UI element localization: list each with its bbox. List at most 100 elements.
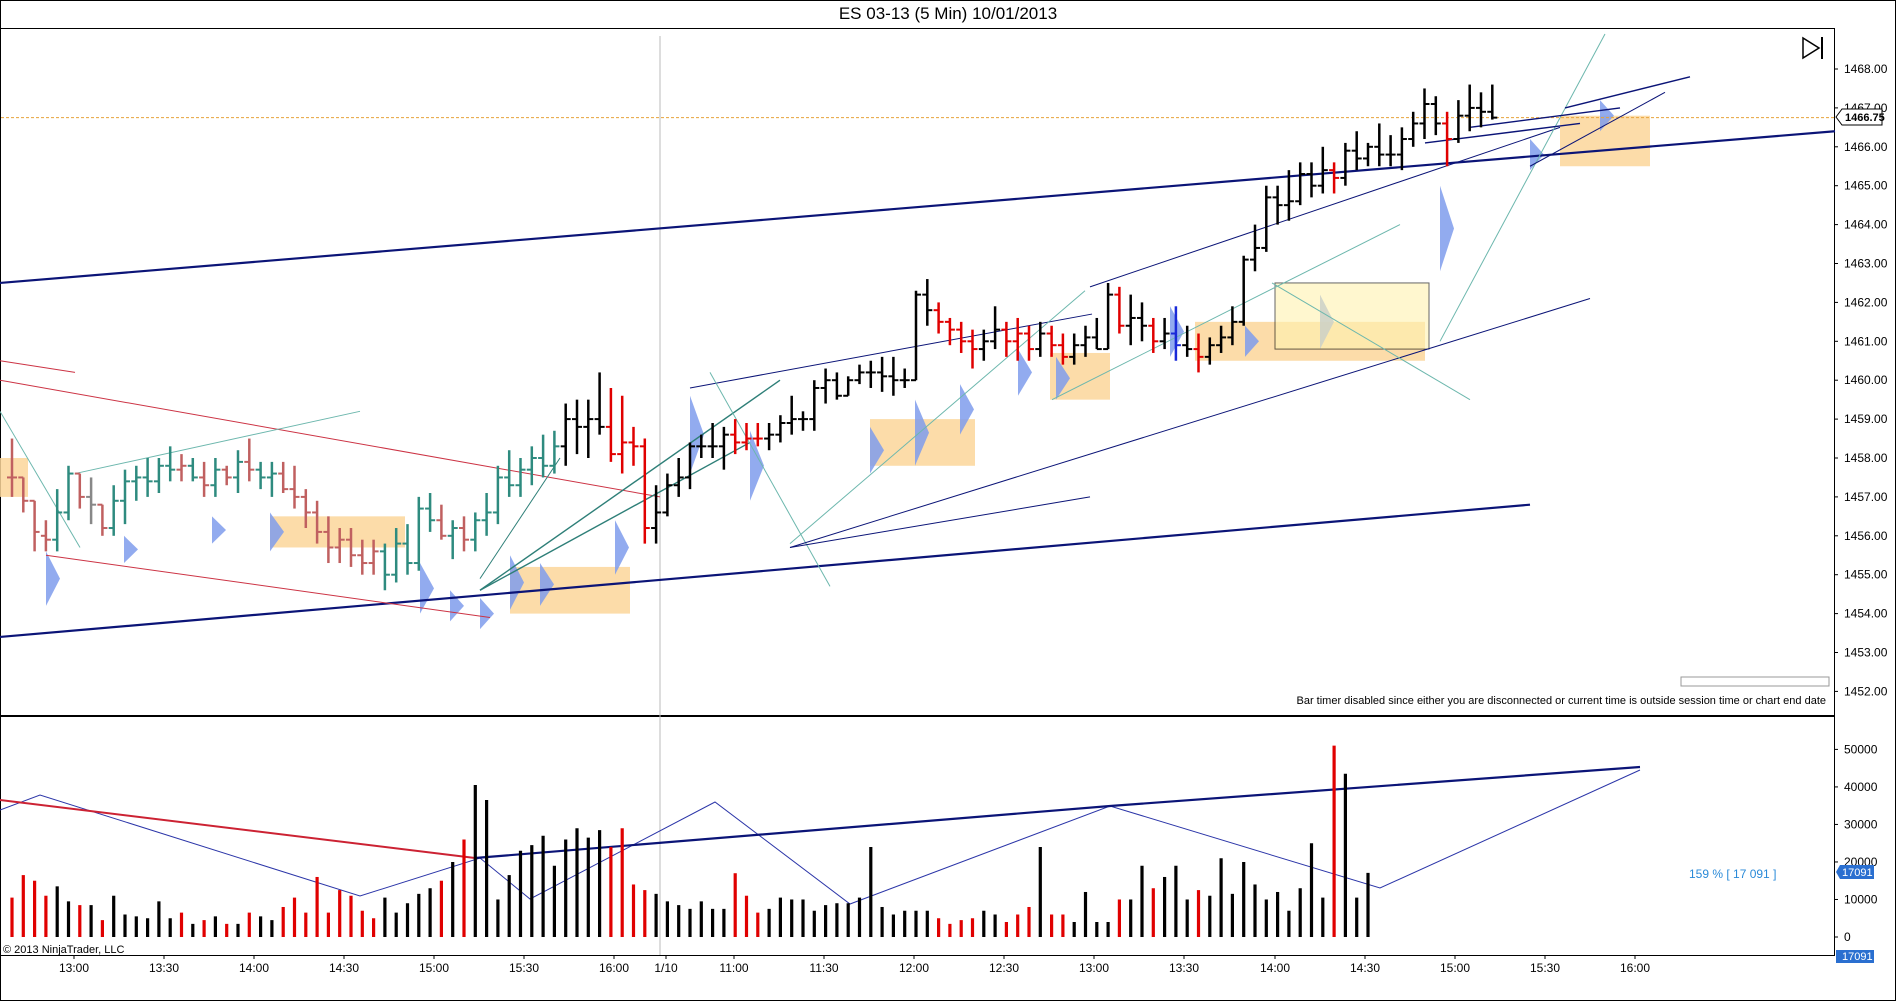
price-bar bbox=[1182, 325, 1193, 357]
time-axis-label: 11:00 bbox=[719, 961, 748, 975]
price-bar bbox=[1476, 92, 1486, 128]
price-bar bbox=[210, 458, 221, 497]
price-bar bbox=[831, 372, 842, 400]
price-bar bbox=[492, 465, 503, 525]
volume-bars-layer bbox=[10, 745, 1370, 937]
price-bar bbox=[1340, 142, 1351, 186]
price-bar bbox=[978, 329, 989, 361]
price-axis-label: 1463.00 bbox=[1844, 257, 1888, 271]
price-bar bbox=[1024, 325, 1034, 361]
price-bar bbox=[730, 419, 741, 455]
price-bar bbox=[888, 356, 899, 396]
price-bar bbox=[583, 399, 594, 458]
price-bar bbox=[86, 477, 97, 525]
price-axis-label: 1452.00 bbox=[1844, 684, 1888, 698]
time-axis-label: 11:30 bbox=[809, 961, 838, 975]
trendline bbox=[479, 457, 561, 579]
price-bar bbox=[266, 461, 277, 497]
price-bar bbox=[1238, 255, 1249, 326]
price-bar bbox=[504, 450, 515, 497]
price-bar bbox=[244, 438, 255, 482]
price-bar bbox=[108, 485, 119, 536]
time-axis-label: 14:00 bbox=[239, 961, 269, 975]
volume-trendline bbox=[0, 799, 476, 859]
scroll-to-end-icon[interactable] bbox=[1802, 36, 1823, 60]
price-axis-label: 1465.00 bbox=[1844, 179, 1888, 193]
imbalance-wedge bbox=[615, 520, 629, 575]
time-axis[interactable]: 13:00 13:30 14:00 14:30 15:00 15:30 16:00 1/10 1… bbox=[59, 955, 1650, 975]
trendline bbox=[1439, 33, 1606, 342]
trendline bbox=[789, 290, 1086, 544]
copyright: © 2013 NinjaTrader, LLC bbox=[3, 944, 124, 956]
price-bar bbox=[334, 528, 345, 564]
imbalance-wedge bbox=[690, 395, 704, 474]
price-bar bbox=[391, 528, 402, 583]
trendline bbox=[0, 411, 81, 548]
price-bar bbox=[368, 539, 379, 575]
price-bar bbox=[1295, 162, 1306, 206]
price-bar bbox=[1057, 333, 1068, 365]
trendline bbox=[479, 379, 781, 591]
price-bar bbox=[741, 422, 752, 451]
price-bar bbox=[1204, 337, 1215, 365]
imbalance-wedge bbox=[1530, 139, 1544, 171]
price-bar bbox=[956, 321, 967, 353]
time-axis-label: 12:00 bbox=[899, 961, 929, 975]
price-axis-label: 1458.00 bbox=[1844, 451, 1888, 465]
time-axis-label: 15:00 bbox=[419, 961, 449, 975]
price-bar bbox=[1103, 282, 1114, 351]
price-bar bbox=[187, 458, 198, 482]
price-bar bbox=[1091, 317, 1102, 351]
price-bar bbox=[696, 434, 707, 458]
price-bar bbox=[413, 496, 424, 571]
volume-axis-label: 30000 bbox=[1844, 817, 1878, 831]
price-bar bbox=[1329, 162, 1340, 194]
trendline bbox=[0, 379, 661, 498]
trendline bbox=[0, 503, 1531, 639]
price-bar bbox=[865, 360, 876, 388]
price-axis-label: 1462.00 bbox=[1844, 295, 1888, 309]
price-bar bbox=[549, 430, 560, 474]
price-bar bbox=[639, 438, 650, 544]
price-bar bbox=[1250, 224, 1260, 272]
imbalance-wedge bbox=[1018, 349, 1032, 396]
price-bar bbox=[899, 368, 910, 388]
price-axis[interactable]: 1452.00 1453.00 1454.00 1455.00 1456.00 1457.… bbox=[1834, 62, 1888, 698]
imbalance-wedge bbox=[1600, 100, 1614, 132]
price-bar bbox=[63, 465, 74, 521]
price-bar bbox=[1170, 306, 1181, 361]
trendline bbox=[74, 410, 361, 475]
price-bar bbox=[1408, 111, 1419, 147]
volume-indicator-label: 159 % [ 17 091 ] bbox=[1689, 867, 1776, 881]
time-axis-label: 14:00 bbox=[1260, 961, 1290, 975]
trendline bbox=[1469, 107, 1621, 129]
price-bar bbox=[673, 458, 684, 497]
price-bar bbox=[312, 500, 323, 544]
price-bar bbox=[176, 454, 187, 482]
price-bar bbox=[1306, 162, 1317, 198]
price-axis-label: 1464.00 bbox=[1844, 218, 1888, 232]
price-bar bbox=[74, 472, 85, 509]
volume-axis-label: 0 bbox=[1844, 930, 1851, 944]
last-price-marker: 1466.75 bbox=[1835, 108, 1885, 126]
price-bar bbox=[775, 415, 786, 443]
consolidation-box bbox=[1274, 282, 1430, 350]
price-bar bbox=[357, 539, 368, 575]
price-bar bbox=[289, 465, 300, 509]
price-bar bbox=[1080, 325, 1091, 357]
trendlines-layer[interactable] bbox=[0, 33, 1836, 955]
price-bar bbox=[402, 524, 413, 575]
trendline bbox=[1529, 91, 1666, 167]
price-bar bbox=[1216, 325, 1227, 353]
price-bar bbox=[1148, 317, 1159, 353]
price-bar bbox=[628, 426, 639, 466]
imbalance-wedge bbox=[870, 426, 884, 474]
trendline bbox=[1564, 76, 1691, 109]
bar-timer-box bbox=[1680, 676, 1830, 687]
trendline bbox=[789, 298, 1591, 548]
price-axis-label: 1453.00 bbox=[1844, 646, 1888, 660]
price-bar bbox=[1442, 111, 1453, 167]
